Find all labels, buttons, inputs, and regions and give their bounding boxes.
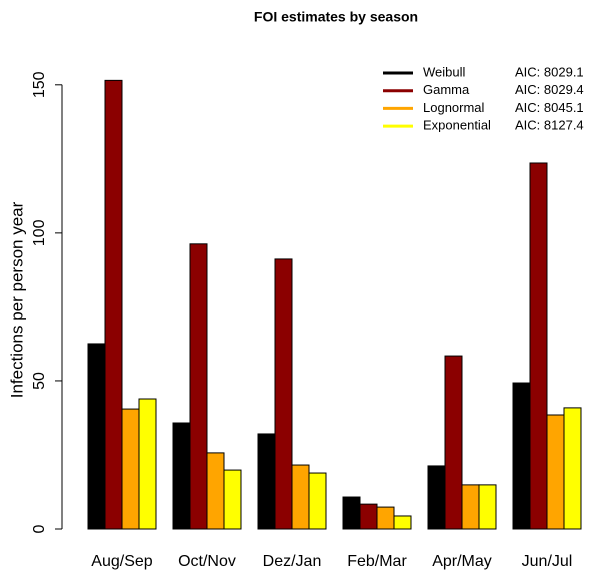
legend-label: Lognormal [423, 100, 485, 115]
bar [376, 506, 395, 530]
x-tick-label: Aug/Sep [91, 553, 152, 570]
legend-label: Gamma [423, 82, 470, 97]
x-tick-label: Oct/Nov [178, 553, 236, 570]
bar [478, 484, 497, 530]
legend-aic: AIC: 8127.4 [515, 118, 584, 133]
bar [104, 79, 123, 530]
bar [257, 433, 276, 530]
bar [138, 398, 157, 530]
legend-aic: AIC: 8029.4 [515, 82, 584, 97]
bar [461, 484, 480, 530]
y-tick-label: 100 [31, 219, 48, 246]
x-tick-label: Apr/May [432, 553, 492, 570]
bar [87, 343, 106, 530]
bar [546, 414, 565, 530]
legend-label: Weibull [423, 64, 466, 79]
bar [359, 503, 378, 530]
bar [189, 243, 208, 530]
bar [529, 162, 548, 530]
legend-aic: AIC: 8045.1 [515, 100, 584, 115]
bar [121, 408, 140, 530]
bar [206, 452, 225, 530]
x-tick-label: Jun/Jul [522, 553, 573, 570]
bar [563, 407, 582, 530]
x-tick-label: Dez/Jan [263, 553, 322, 570]
bar [342, 496, 361, 530]
bar [444, 355, 463, 530]
y-axis-label: Infections per person year [7, 201, 26, 398]
bar [308, 472, 327, 530]
y-tick-label: 50 [31, 372, 48, 390]
bar [274, 258, 293, 530]
chart-title: FOI estimates by season [254, 9, 418, 25]
bar [393, 515, 412, 530]
bar [512, 382, 531, 530]
bar [291, 464, 310, 530]
bar [223, 469, 242, 530]
y-tick-label: 0 [31, 524, 48, 533]
legend-label: Exponential [423, 118, 491, 133]
x-tick-label: Feb/Mar [347, 553, 407, 570]
legend-aic: AIC: 8029.1 [515, 64, 584, 79]
bar [172, 422, 191, 530]
y-tick-label: 150 [31, 71, 48, 98]
bar [427, 465, 446, 530]
